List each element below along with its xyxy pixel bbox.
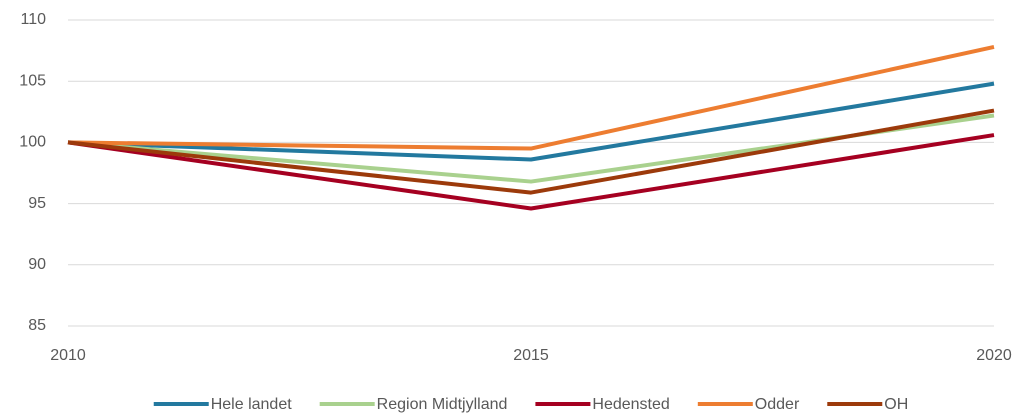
x-tick-label: 2010 [50, 347, 86, 364]
series-line [67, 81, 995, 162]
y-tick-label: 105 [19, 72, 46, 89]
legend-label: Hedensted [592, 396, 669, 413]
legend-label: Hele landet [211, 396, 293, 413]
y-tick-label: 90 [28, 256, 46, 273]
series-line [67, 108, 995, 195]
legend-label: OH [884, 396, 908, 413]
series-line [67, 44, 995, 151]
y-tick-label: 110 [20, 11, 46, 28]
legend-label: Odder [755, 396, 800, 413]
x-tick-label: 2020 [976, 347, 1012, 364]
legend-label: Region Midtjylland [377, 396, 508, 413]
y-tick-label: 85 [28, 317, 46, 334]
x-tick-label: 2015 [513, 347, 549, 364]
y-tick-label: 100 [19, 134, 46, 151]
y-tick-label: 95 [28, 195, 46, 212]
series-line [67, 133, 995, 211]
